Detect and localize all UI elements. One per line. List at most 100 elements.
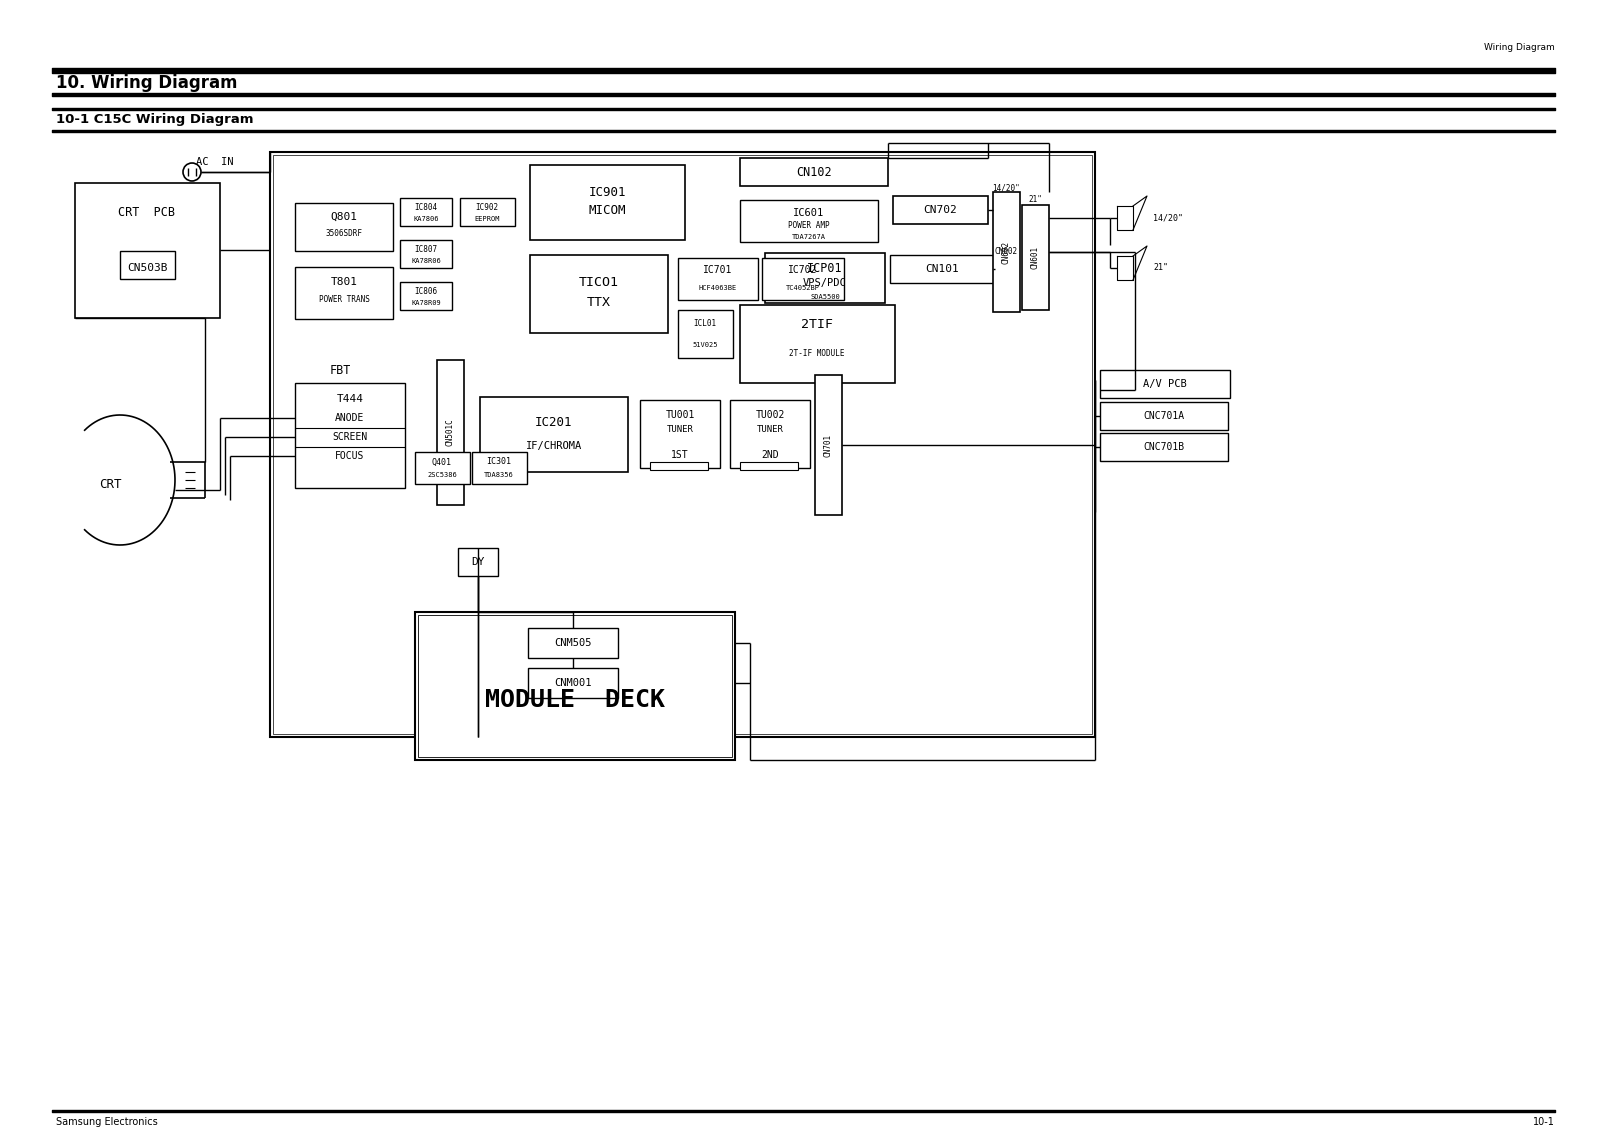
Bar (294, 267, 394, 319)
Bar (400, 282, 453, 310)
Text: TDA8356: TDA8356 (485, 472, 514, 478)
Text: CN602: CN602 (1002, 240, 1011, 264)
Text: 14/20": 14/20" (992, 183, 1019, 192)
Bar (893, 196, 989, 224)
Text: Q801: Q801 (331, 212, 357, 222)
Bar (530, 165, 685, 240)
Text: 21": 21" (1154, 264, 1168, 273)
Text: CN102: CN102 (797, 165, 832, 179)
Text: CNM505: CNM505 (554, 638, 592, 648)
Text: CNC701B: CNC701B (1144, 441, 1184, 452)
Text: 14/20": 14/20" (1154, 214, 1182, 223)
Bar (650, 462, 707, 470)
Text: CRT: CRT (99, 479, 122, 491)
Text: 1ST: 1ST (670, 451, 690, 460)
Text: MODULE  DECK: MODULE DECK (485, 688, 666, 712)
Bar (1022, 205, 1050, 310)
Bar (814, 375, 842, 515)
Text: IC806: IC806 (414, 286, 437, 295)
Text: TUNER: TUNER (757, 426, 784, 435)
Bar (739, 200, 878, 242)
Bar (120, 251, 174, 278)
Text: CN602: CN602 (995, 248, 1018, 257)
Text: IC301: IC301 (486, 457, 512, 466)
Bar (739, 158, 888, 186)
Text: POWER TRANS: POWER TRANS (318, 295, 370, 305)
Text: FOCUS: FOCUS (336, 451, 365, 461)
Bar (75, 183, 221, 318)
Bar (461, 198, 515, 226)
Text: CN101: CN101 (925, 264, 958, 274)
Bar (294, 383, 405, 488)
Text: ICL01: ICL01 (693, 318, 717, 327)
Bar (528, 668, 618, 698)
Bar (739, 462, 798, 470)
Bar (528, 628, 618, 658)
Text: DY: DY (472, 557, 485, 567)
Text: Q401: Q401 (432, 457, 453, 466)
Text: MICOM: MICOM (589, 204, 626, 216)
Text: IC902: IC902 (475, 203, 499, 212)
Text: ICP01: ICP01 (806, 261, 843, 274)
Text: POWER AMP: POWER AMP (789, 222, 830, 231)
Text: T444: T444 (336, 394, 363, 404)
Bar (270, 152, 1094, 737)
Bar (480, 397, 627, 472)
Text: IC804: IC804 (414, 203, 437, 212)
Text: CNC701A: CNC701A (1144, 411, 1184, 421)
Text: TU002: TU002 (755, 410, 784, 420)
Text: 2SC5386: 2SC5386 (427, 472, 458, 478)
Text: 2T-IF MODULE: 2T-IF MODULE (789, 349, 845, 358)
Text: TDA7267A: TDA7267A (792, 234, 826, 240)
Text: IC702: IC702 (789, 265, 818, 275)
Text: Samsung Electronics: Samsung Electronics (56, 1117, 158, 1127)
Text: SDA5500: SDA5500 (810, 294, 840, 300)
Text: KA7806: KA7806 (413, 216, 438, 222)
Text: 2ND: 2ND (762, 451, 779, 460)
Text: IC901: IC901 (589, 186, 626, 198)
Text: CN702: CN702 (923, 205, 957, 215)
Bar (400, 198, 453, 226)
Bar (730, 400, 810, 468)
Text: A/V PCB: A/V PCB (1142, 379, 1187, 389)
Text: 2TIF: 2TIF (802, 318, 834, 332)
Text: IC807: IC807 (414, 245, 437, 254)
Bar (530, 255, 669, 333)
Bar (890, 255, 995, 283)
Text: 21": 21" (1029, 196, 1042, 205)
Text: KA78R06: KA78R06 (411, 258, 442, 264)
Bar (414, 612, 734, 760)
Bar (1101, 434, 1229, 461)
Text: HCF4063BE: HCF4063BE (699, 285, 738, 291)
Bar (762, 258, 845, 300)
Text: VPS/PDC: VPS/PDC (803, 278, 846, 288)
Bar (458, 548, 498, 576)
Bar (678, 258, 758, 300)
Text: T801: T801 (331, 277, 357, 288)
Text: TC4052BP: TC4052BP (786, 285, 819, 291)
Text: ANODE: ANODE (336, 413, 365, 423)
Text: CNM001: CNM001 (554, 678, 592, 688)
Text: AC  IN: AC IN (197, 157, 234, 168)
Text: 51V025: 51V025 (693, 342, 718, 348)
Bar (400, 240, 453, 268)
Text: TICO1: TICO1 (579, 275, 619, 289)
Bar (294, 203, 394, 251)
Bar (765, 252, 885, 303)
Bar (1101, 370, 1230, 398)
Text: Wiring Diagram: Wiring Diagram (1485, 43, 1555, 52)
Text: IC601: IC601 (794, 208, 824, 218)
Text: IC701: IC701 (704, 265, 733, 275)
Bar (418, 615, 733, 757)
Text: EEPROM: EEPROM (474, 216, 499, 222)
Text: TUNER: TUNER (667, 426, 693, 435)
Bar (274, 155, 1091, 734)
Bar (414, 452, 470, 484)
Bar (1101, 402, 1229, 430)
Bar (640, 400, 720, 468)
Text: TTX: TTX (587, 295, 611, 309)
Text: SCREEN: SCREEN (333, 432, 368, 441)
Text: CRT  PCB: CRT PCB (118, 206, 176, 220)
Text: CN501C: CN501C (445, 418, 454, 446)
Text: 10-1 C15C Wiring Diagram: 10-1 C15C Wiring Diagram (56, 113, 253, 127)
